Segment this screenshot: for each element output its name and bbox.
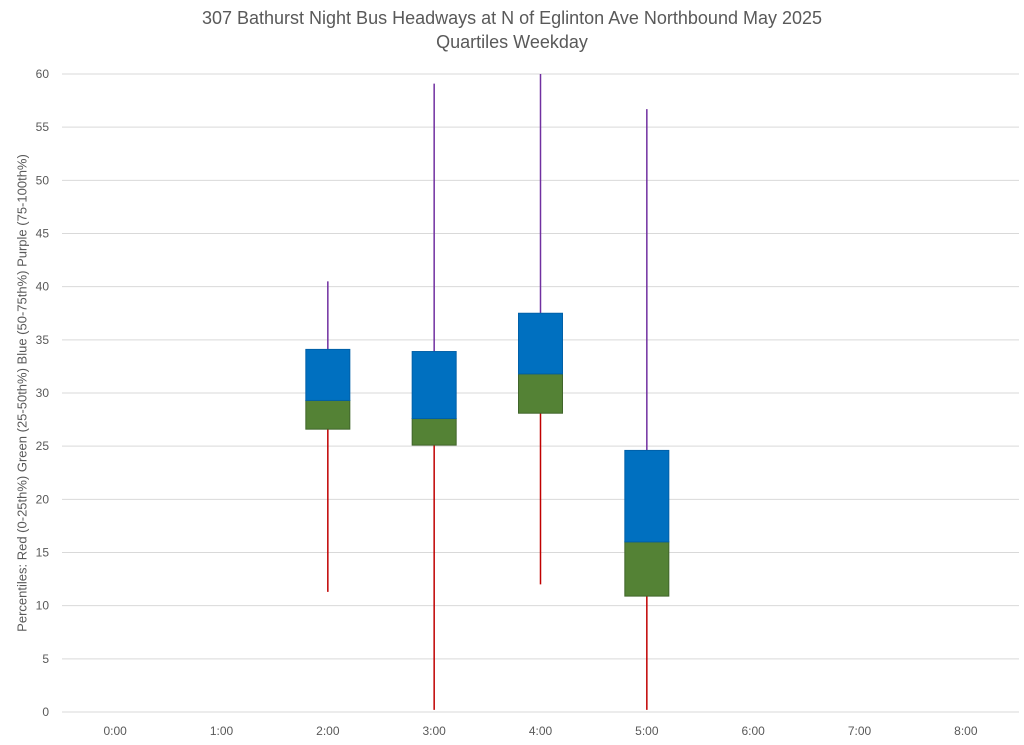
x-tick-label: 8:00 xyxy=(954,724,978,738)
chart-title: 307 Bathurst Night Bus Headways at N of … xyxy=(0,6,1024,54)
y-tick-label: 35 xyxy=(36,333,50,347)
y-tick-label: 60 xyxy=(36,67,50,81)
upper-box xyxy=(624,449,670,543)
y-tick-label: 15 xyxy=(36,546,50,560)
y-tick-label: 40 xyxy=(36,280,50,294)
x-tick-label: 7:00 xyxy=(848,724,872,738)
x-tick-label: 6:00 xyxy=(741,724,765,738)
y-tick-label: 45 xyxy=(36,227,50,241)
x-tick-label: 0:00 xyxy=(103,724,127,738)
x-tick-label: 4:00 xyxy=(529,724,553,738)
chart-subtitle: Quartiles Weekday xyxy=(436,32,588,52)
x-tick-label: 5:00 xyxy=(635,724,659,738)
lower-box xyxy=(305,399,351,430)
x-tick-label: 1:00 xyxy=(210,724,234,738)
y-tick-label: 20 xyxy=(36,492,50,506)
lower-box xyxy=(411,418,457,446)
y-tick-label: 25 xyxy=(36,439,50,453)
y-tick-label: 55 xyxy=(36,120,50,134)
upper-box xyxy=(518,312,563,375)
upper-box xyxy=(305,348,351,401)
lower-box xyxy=(624,541,670,597)
chart-title-line1: 307 Bathurst Night Bus Headways at N of … xyxy=(201,8,823,28)
y-tick-label: 30 xyxy=(36,386,50,400)
upper-box xyxy=(411,351,457,420)
y-tick-label: 5 xyxy=(42,652,49,666)
x-tick-label: 2:00 xyxy=(316,724,340,738)
x-tick-label: 3:00 xyxy=(422,724,446,738)
lower-box xyxy=(518,373,563,414)
y-tick-label: 0 xyxy=(42,705,49,719)
y-tick-label: 50 xyxy=(36,173,50,187)
y-tick-label: 10 xyxy=(36,599,50,613)
